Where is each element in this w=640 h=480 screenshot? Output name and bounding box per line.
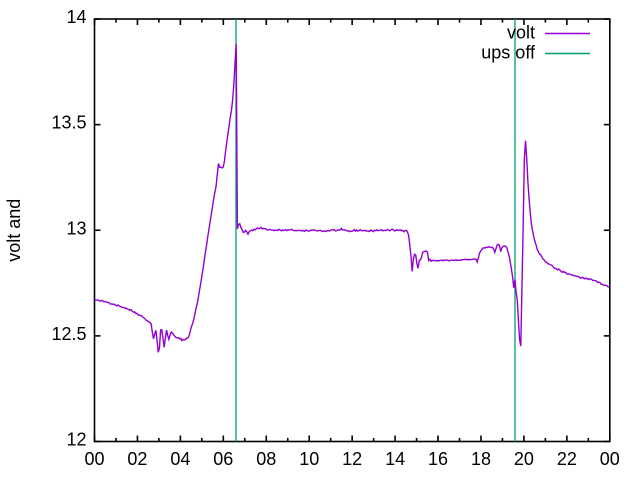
svg-text:10: 10: [299, 449, 319, 469]
svg-text:00: 00: [600, 449, 620, 469]
svg-text:06: 06: [213, 449, 233, 469]
svg-text:14: 14: [66, 7, 86, 27]
svg-text:13: 13: [66, 218, 86, 238]
svg-text:12: 12: [342, 449, 362, 469]
svg-text:16: 16: [428, 449, 448, 469]
svg-text:00: 00: [84, 449, 104, 469]
svg-text:02: 02: [127, 449, 147, 469]
svg-text:12.5: 12.5: [51, 324, 86, 344]
svg-text:04: 04: [170, 449, 190, 469]
svg-text:18: 18: [471, 449, 491, 469]
svg-text:12: 12: [66, 430, 86, 450]
svg-text:ups off: ups off: [481, 43, 536, 63]
svg-text:08: 08: [256, 449, 276, 469]
svg-text:volt: volt: [507, 23, 535, 43]
svg-text:22: 22: [557, 449, 577, 469]
svg-text:14: 14: [385, 449, 405, 469]
svg-text:13.5: 13.5: [51, 113, 86, 133]
svg-text:20: 20: [514, 449, 534, 469]
svg-text:volt and: volt and: [4, 199, 24, 262]
